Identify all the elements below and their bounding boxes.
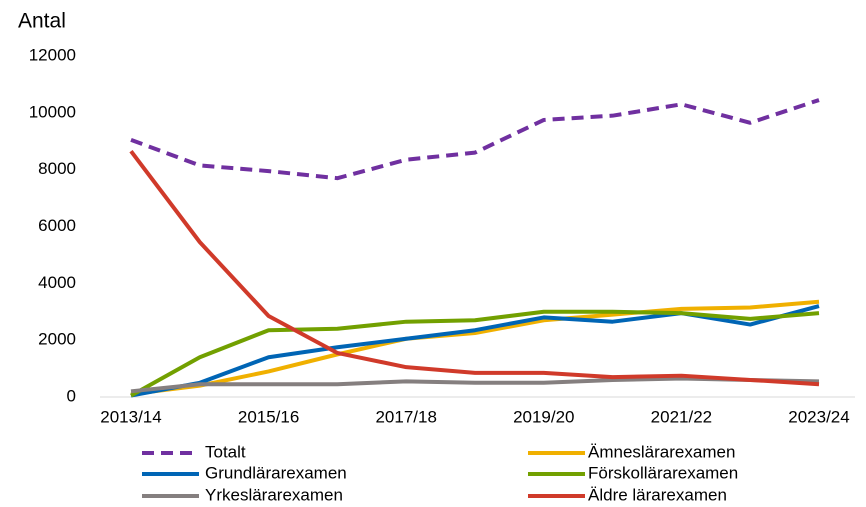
y-tick-label: 10000: [29, 102, 76, 121]
x-tick-label: 2021/22: [651, 407, 712, 426]
legend-label: Ämneslärarexamen: [588, 442, 735, 461]
legend-label: Äldre lärarexamen: [588, 485, 727, 504]
y-tick-label: 8000: [38, 159, 76, 178]
legend-label: Yrkeslärarexamen: [205, 485, 343, 504]
series-line: [130, 309, 820, 398]
series-line: [130, 98, 820, 181]
y-tick-label: 12000: [29, 45, 76, 64]
series-line: [130, 299, 820, 397]
legend-label: Förskollärarexamen: [588, 463, 738, 482]
x-tick-label: 2019/20: [513, 407, 574, 426]
y-tick-label: 6000: [38, 216, 76, 235]
x-tick-label: 2013/14: [100, 407, 161, 426]
series-line: [129, 149, 820, 387]
y-tick-label: 2000: [38, 330, 76, 349]
y-tick-label: 4000: [38, 273, 76, 292]
y-axis-label: Antal: [18, 10, 66, 33]
x-tick-label: 2015/16: [238, 407, 299, 426]
x-tick-label: 2017/18: [375, 407, 436, 426]
legend-label: Grundlärarexamen: [205, 463, 347, 482]
y-tick-label: 0: [67, 386, 76, 405]
legend-label: Totalt: [205, 442, 246, 461]
x-tick-label: 2023/24: [788, 407, 849, 426]
